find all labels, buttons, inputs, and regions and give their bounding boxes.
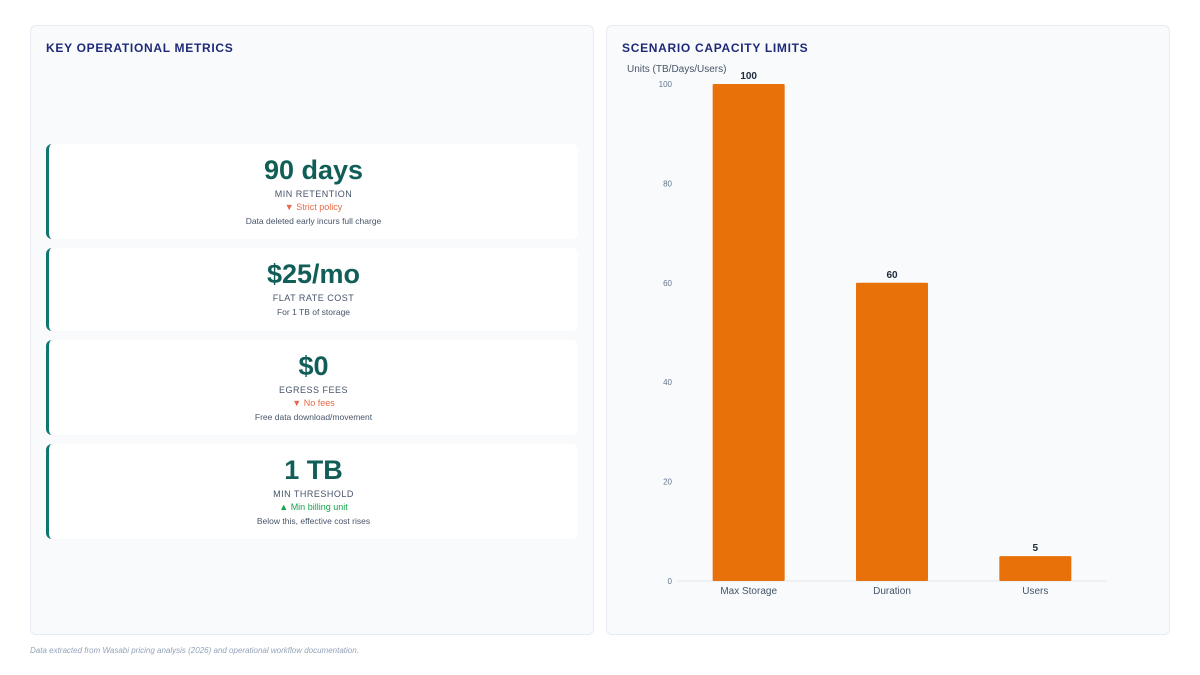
y-tick-label: 0	[668, 577, 673, 586]
bar-duration	[856, 282, 928, 581]
metric-card-threshold: 1 TB MIN THRESHOLD ▲ Min billing unit Be…	[46, 444, 578, 539]
y-tick-label: 60	[663, 279, 672, 288]
metric-value: $25/mo	[266, 259, 361, 289]
metric-label: MIN THRESHOLD	[273, 489, 354, 499]
y-tick-label: 40	[663, 378, 672, 387]
key-metrics-panel: KEY OPERATIONAL METRICS 90 days MIN RETE…	[30, 25, 594, 635]
metric-note: Data deleted early incurs full charge	[245, 216, 382, 226]
metric-card-flat-rate: $25/mo FLAT RATE COST For 1 TB of storag…	[46, 248, 578, 331]
capacity-chart-title: SCENARIO CAPACITY LIMITS	[622, 41, 809, 55]
y-tick-label: 20	[663, 478, 672, 487]
bar-value-label: 100	[740, 71, 757, 82]
y-tick-label: 100	[659, 80, 673, 89]
source-footnote: Data extracted from Wasabi pricing analy…	[30, 646, 359, 655]
metric-trend: ▼ No fees	[292, 398, 335, 408]
key-metrics-title: KEY OPERATIONAL METRICS	[46, 41, 234, 55]
metric-card-egress: $0 EGRESS FEES ▼ No fees Free data downl…	[46, 340, 578, 435]
metric-label: EGRESS FEES	[278, 385, 349, 395]
metric-value: $0	[298, 351, 329, 381]
metric-note: Free data download/movement	[254, 412, 373, 422]
bar-value-label: 5	[1033, 543, 1039, 554]
bar-value-label: 60	[886, 270, 898, 281]
x-category-label: Users	[1022, 586, 1048, 597]
bar-users	[999, 556, 1072, 581]
y-tick-label: 80	[663, 179, 672, 188]
metric-label: FLAT RATE COST	[272, 293, 355, 303]
metric-trend: ▼ Strict policy	[284, 202, 343, 212]
x-category-label: Max Storage	[720, 586, 777, 597]
metric-card-retention: 90 days MIN RETENTION ▼ Strict policy Da…	[46, 144, 578, 239]
bar-max-storage	[712, 84, 785, 581]
metric-note: For 1 TB of storage	[276, 307, 351, 317]
capacity-chart-panel: SCENARIO CAPACITY LIMITS Units (TB/Days/…	[606, 25, 1170, 635]
metric-label: MIN RETENTION	[274, 189, 353, 199]
metric-note: Below this, effective cost rises	[256, 516, 371, 526]
metric-trend: ▲ Min billing unit	[279, 502, 348, 512]
y-axis-title: Units (TB/Days/Users)	[627, 64, 726, 75]
metrics-list: 90 days MIN RETENTION ▼ Strict policy Da…	[46, 144, 578, 548]
capacity-bar-chart: Units (TB/Days/Users) 0 20 40 60 80 100 100 Max …	[627, 64, 1107, 597]
metric-value: 90 days	[263, 155, 364, 185]
metric-value: 1 TB	[284, 455, 343, 485]
x-category-label: Duration	[873, 586, 911, 597]
